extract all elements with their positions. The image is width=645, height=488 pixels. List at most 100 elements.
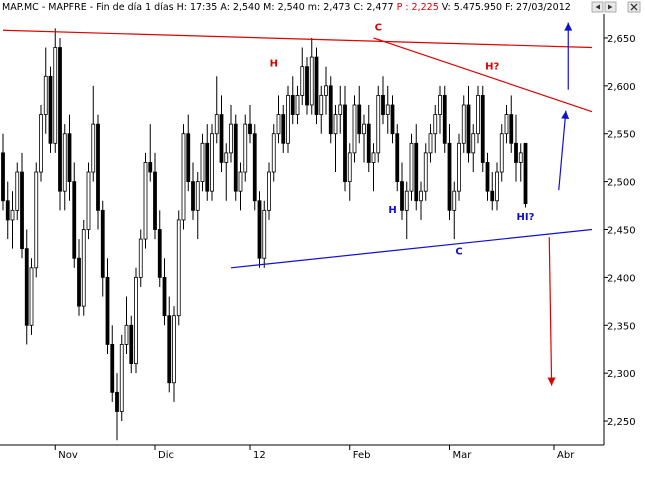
candle-body <box>229 123 233 154</box>
candle-body <box>490 190 495 202</box>
header-symbol: MAP.MC - MAPFRE - Fin de día 1 días <box>2 2 174 13</box>
candle <box>343 85 347 192</box>
candle-body <box>371 152 376 163</box>
x-tick-label: Mar <box>453 450 473 461</box>
scroll-left-button[interactable] <box>591 1 604 13</box>
candle <box>347 143 352 201</box>
candle-body <box>15 171 20 211</box>
scroll-right-button[interactable] <box>604 1 617 13</box>
candle <box>115 373 119 441</box>
x-tick-label: 12 <box>253 450 266 461</box>
candle-body <box>172 315 176 384</box>
annotation-label: H <box>388 205 396 216</box>
candle-body <box>219 114 224 163</box>
candle <box>172 306 176 402</box>
header-field-6: V: 5.475.950 <box>439 2 502 13</box>
candle-body <box>191 181 195 211</box>
candle <box>452 181 457 240</box>
y-tick-label: 2,550 <box>607 130 636 141</box>
candle <box>514 114 518 182</box>
candle-body <box>252 133 257 202</box>
candle-body <box>86 171 91 230</box>
y-tick-label: 2,600 <box>607 82 636 93</box>
candle <box>29 258 34 335</box>
header-field-2: M: 2,540 <box>260 2 305 13</box>
candle <box>148 124 153 182</box>
candle-body <box>24 248 29 326</box>
annotation-label: H <box>270 59 278 70</box>
y-tick-label: 2,500 <box>607 178 636 189</box>
candle <box>110 325 115 402</box>
candle-body <box>471 133 476 154</box>
candle <box>495 162 499 211</box>
candle-body <box>124 324 129 345</box>
candle <box>15 162 20 220</box>
candle <box>10 191 15 249</box>
candle-body <box>286 95 290 144</box>
candle <box>72 162 77 268</box>
candle-body <box>267 171 271 211</box>
candle <box>480 85 485 173</box>
candle <box>134 267 138 374</box>
candle <box>157 210 162 287</box>
candle <box>233 114 238 201</box>
candle-body <box>400 181 404 211</box>
candle <box>34 162 39 278</box>
candle <box>58 37 62 211</box>
candle <box>523 142 528 208</box>
y-tick-label: 2,250 <box>607 417 636 428</box>
candle-body <box>195 181 200 211</box>
annotation-label: H? <box>485 62 499 73</box>
candle <box>447 124 452 220</box>
candle-body <box>457 142 461 192</box>
candle <box>499 124 504 182</box>
candle <box>20 152 24 259</box>
candle <box>191 162 195 220</box>
candle-body <box>324 85 328 96</box>
candle-body <box>105 276 110 345</box>
candle <box>238 162 243 211</box>
candle-body <box>186 133 191 183</box>
candle <box>290 76 295 125</box>
header-field-3: m: 2,473 <box>305 2 351 13</box>
scroll-right-icon <box>608 4 613 10</box>
candle-body <box>110 344 115 393</box>
candle <box>518 143 523 182</box>
candle <box>243 114 248 182</box>
candle <box>181 124 186 230</box>
candle-body <box>138 238 143 278</box>
candlesticks <box>1 28 528 441</box>
candle <box>119 334 124 422</box>
candle-body <box>96 123 100 211</box>
scroll-left-icon <box>595 4 600 10</box>
candle <box>43 47 48 134</box>
y-tick-label: 2,450 <box>607 226 636 237</box>
candle-body <box>200 142 205 183</box>
candle <box>400 162 404 220</box>
candle-body <box>395 133 400 183</box>
candle-body <box>423 152 428 192</box>
candle-body <box>352 104 357 154</box>
candle <box>328 76 333 144</box>
candle <box>5 181 10 240</box>
candle <box>167 296 172 393</box>
candle-body <box>91 123 96 173</box>
candle <box>53 28 58 153</box>
candle <box>404 181 409 240</box>
candle <box>376 85 381 163</box>
candle-body <box>438 95 442 115</box>
candle <box>186 114 191 192</box>
candle <box>409 133 414 201</box>
y-tick-label: 2,650 <box>607 34 636 45</box>
candle-body <box>271 133 276 173</box>
candle <box>438 85 442 134</box>
candle <box>366 104 371 173</box>
candle-body <box>366 123 371 163</box>
candle-body <box>381 95 385 115</box>
annotation-label: HI? <box>517 212 535 223</box>
candle <box>433 104 438 153</box>
close-button[interactable] <box>627 1 641 13</box>
candle-body <box>5 200 10 221</box>
candle <box>319 85 324 134</box>
